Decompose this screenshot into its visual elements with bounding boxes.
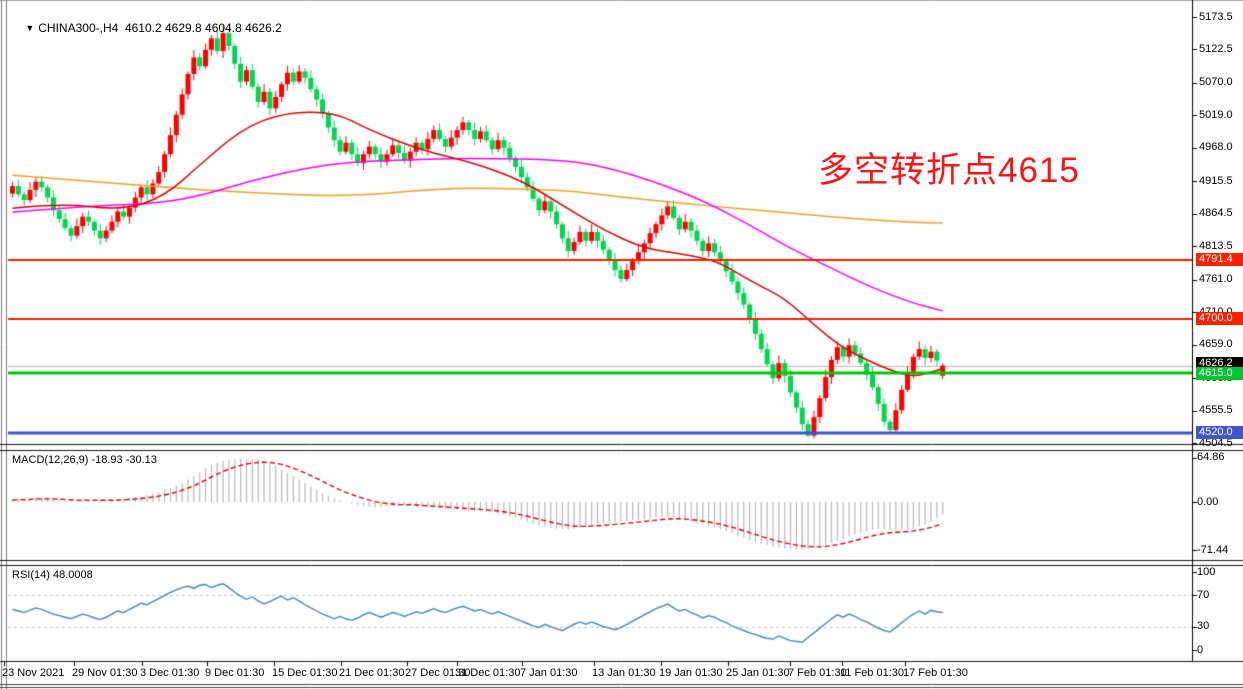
main-chart-panel[interactable] [0, 0, 1192, 442]
price-axis-label: 4555.5 [1199, 404, 1233, 417]
price-axis-label: 4864.5 [1199, 207, 1233, 220]
price-axis-label: 4659.0 [1199, 338, 1233, 351]
rsi-panel[interactable] [0, 566, 1192, 661]
annotation-text: 多空转折点4615 [818, 151, 1080, 190]
price-axis-label: 4761.0 [1199, 273, 1233, 286]
symbol-dropdown-arrow-icon[interactable]: ▼ [25, 23, 35, 33]
time-axis-label: 27 Dec 01:30 [405, 667, 471, 679]
time-axis-label: 13 Jan 01:30 [592, 667, 656, 679]
time-axis-label: 25 Jan 01:30 [726, 667, 790, 679]
rsi-axis-label: 0 [1197, 643, 1204, 656]
price-axis-label: 4968.0 [1199, 141, 1233, 154]
time-axis-label: 11 Feb 01:30 [840, 667, 905, 679]
price-axis-label: 5173.5 [1199, 10, 1233, 23]
price-badge-current-price: 4626.2 [1196, 356, 1243, 370]
macd-panel[interactable] [0, 452, 1192, 560]
time-axis-label: 19 Jan 01:30 [659, 667, 723, 679]
chart-title: ▼ CHINA300-,H4 4610.2 4629.8 4604.8 4626.… [12, 7, 282, 49]
time-axis-label: 17 Feb 01:30 [903, 667, 968, 679]
time-axis-label: 29 Nov 01:30 [72, 667, 138, 679]
macd-indicator-label: MACD(12,26,9) -18.93 -30.13 [12, 454, 157, 466]
time-axis-label: 7 Jan 01:30 [520, 667, 578, 679]
time-axis-label: 15 Dec 01:30 [272, 667, 338, 679]
macd-axis-label: 0.00 [1197, 495, 1219, 508]
time-axis-label: 21 Dec 01:30 [339, 667, 405, 679]
price-badge-resistance-1: 4791.4 [1196, 253, 1243, 267]
chart-title-text: CHINA300-,H4 4610.2 4629.8 4604.8 4626.2 [38, 21, 282, 35]
rsi-axis-label: 100 [1197, 565, 1216, 578]
macd-axis-label: -71.44 [1197, 543, 1229, 556]
price-axis-label: 4813.5 [1199, 239, 1233, 252]
rsi-axis-label: 70 [1197, 588, 1210, 601]
price-axis-label: 5019.0 [1199, 108, 1233, 121]
price-badge-resistance-2: 4700.0 [1196, 311, 1243, 325]
rsi-indicator-label: RSI(14) 48.0008 [12, 569, 93, 581]
price-axis-label: 5070.0 [1199, 76, 1233, 89]
price-axis-label: 4915.5 [1199, 174, 1233, 187]
price-axis-label: 5122.5 [1199, 42, 1233, 55]
rsi-axis-label: 30 [1197, 620, 1210, 633]
price-axis-label: 4504.5 [1199, 436, 1233, 449]
macd-axis-label: 64.86 [1197, 451, 1225, 464]
price-badge-support: 4520.0 [1196, 426, 1243, 440]
time-axis-label: 31 Dec 01:30 [455, 667, 521, 679]
time-axis-label: 23 Nov 2021 [2, 667, 65, 679]
time-axis-label: 3 Dec 01:30 [140, 667, 200, 679]
time-axis-label: 9 Dec 01:30 [205, 667, 265, 679]
price-badge-pivot-level: 4615.0 [1196, 366, 1243, 380]
time-axis-label: 7 Feb 01:30 [788, 667, 847, 679]
